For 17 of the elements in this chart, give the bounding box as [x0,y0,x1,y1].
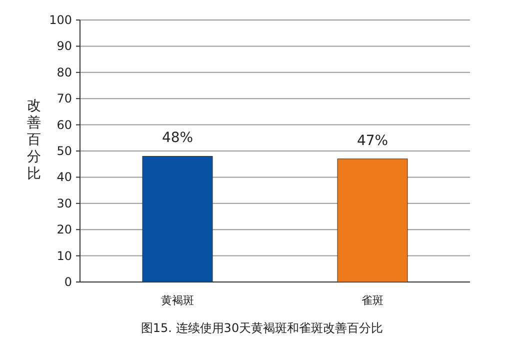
y-tick-label: 30 [56,196,72,210]
y-tick-label: 10 [56,248,72,263]
y-axis-title: 改善百分比 [27,98,41,182]
y-tick-label: 90 [56,39,72,54]
y-tick-label: 40 [56,170,72,184]
y-tick-label: 70 [56,92,72,106]
y-tick-label: 50 [56,144,72,158]
y-tick-label: 60 [56,118,72,132]
y-tick-label: 100 [49,13,72,27]
y-tick-label: 0 [64,275,72,289]
y-tick-label: 20 [56,222,72,237]
data-label: 47% [356,132,388,149]
x-tick-label: 雀斑 [362,294,384,307]
x-tick-label: 黄褐斑 [161,294,194,307]
y-tick-label: 80 [56,65,72,80]
data-label: 48% [162,130,194,146]
caption: 图15. 连续使用30天黄褐斑和雀斑改善百分比 [140,321,384,335]
